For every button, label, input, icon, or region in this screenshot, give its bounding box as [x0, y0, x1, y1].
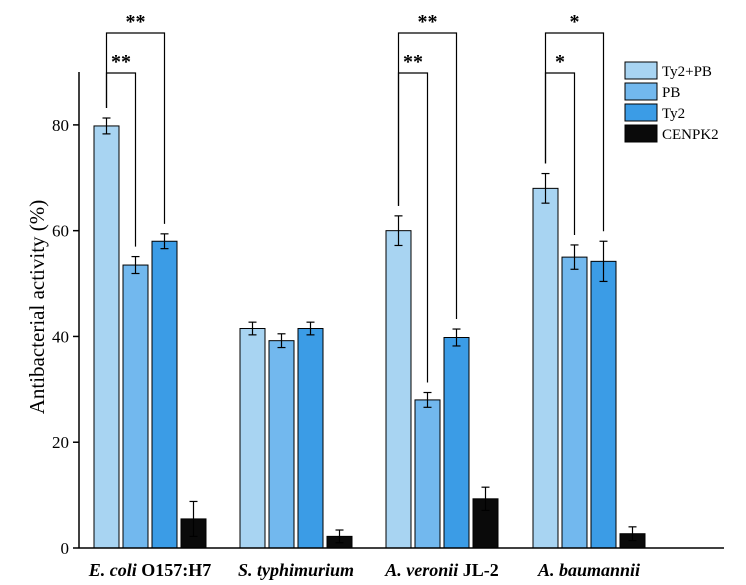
significance-bracket-1 [105, 32, 166, 224]
bar-1-2 [297, 328, 324, 549]
x-axis-labels: E. coli O157:H7 S. typhimurium A. veronii … [88, 560, 640, 580]
y-tick-label-2: 40 [52, 327, 69, 346]
bars-layer [93, 117, 646, 549]
significance-label-3: ** [418, 11, 438, 33]
bar-0-2 [151, 240, 178, 549]
axes-layer: 0 20 40 60 80 [52, 72, 724, 558]
bar-0-0 [93, 125, 120, 549]
bar-0-1 [122, 264, 149, 549]
error-bar-2-3 [481, 486, 490, 512]
legend-swatch-1 [624, 82, 658, 101]
error-bar-3-1 [570, 244, 579, 270]
y-tick-label-4: 80 [52, 116, 69, 135]
error-bar-3-3 [628, 526, 637, 542]
legend: Ty2+PB PB Ty2 CENPK2 [624, 61, 719, 143]
error-bar-1-2 [306, 321, 315, 336]
legend-label-3: CENPK2 [662, 127, 719, 143]
significance-label-5: * [570, 11, 580, 33]
bar-3-1 [561, 256, 588, 549]
bar-3-2 [590, 260, 617, 549]
legend-item-0: Ty2+PB [624, 61, 712, 80]
error-bar-2-0 [394, 215, 403, 247]
error-bar-1-3 [335, 529, 344, 544]
error-bar-2-2 [452, 328, 461, 347]
y-tick-label-0: 0 [61, 539, 70, 558]
y-axis-title: Antibacterial activity (%) [25, 200, 49, 415]
error-bar-1-0 [248, 321, 257, 336]
bar-2-0 [385, 230, 412, 549]
legend-label-1: PB [662, 85, 680, 101]
error-bar-2-1 [423, 391, 432, 408]
error-bar-1-1 [277, 333, 286, 349]
bar-2-1 [414, 399, 441, 549]
bar-2-2 [443, 337, 470, 549]
x-tick-label-2: A. veronii JL-2 [384, 560, 499, 580]
error-bar-3-2 [599, 240, 608, 283]
error-bar-0-2 [160, 233, 169, 250]
error-bar-0-0 [102, 117, 111, 135]
legend-item-2: Ty2 [624, 103, 685, 122]
bar-1-0 [239, 328, 266, 549]
bar-1-1 [268, 340, 295, 549]
significance-bracket-3 [397, 32, 458, 320]
error-bar-3-0 [541, 172, 550, 204]
legend-label-2: Ty2 [662, 106, 685, 122]
legend-label-0: Ty2+PB [662, 64, 712, 80]
significance-label-4: * [555, 51, 565, 73]
legend-swatch-3 [624, 124, 658, 143]
legend-swatch-2 [624, 103, 658, 122]
x-tick-label-3: A. baumannii [537, 560, 640, 580]
y-tick-label-3: 60 [52, 222, 69, 241]
significance-bracket-5 [544, 32, 605, 232]
bar-3-0 [532, 187, 559, 549]
significance-layer: ********** [105, 11, 605, 383]
x-tick-label-1: S. typhimurium [238, 560, 354, 580]
error-bar-0-1 [131, 255, 140, 275]
legend-item-1: PB [624, 82, 680, 101]
significance-label-1: ** [126, 11, 146, 33]
error-bar-0-3 [189, 500, 198, 537]
legend-item-3: CENPK2 [624, 124, 719, 143]
significance-label-0: ** [111, 51, 131, 73]
y-tick-label-1: 20 [52, 433, 69, 452]
significance-label-2: ** [403, 51, 423, 73]
x-tick-label-0: E. coli O157:H7 [88, 560, 212, 580]
legend-swatch-0 [624, 61, 658, 80]
